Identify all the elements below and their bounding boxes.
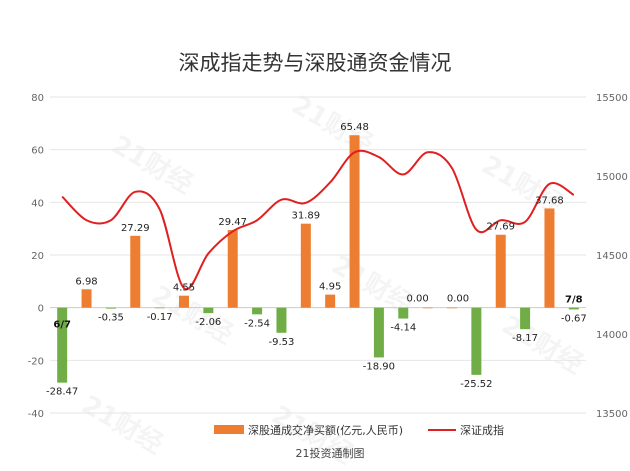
index-line-series bbox=[61, 149, 575, 291]
right-tick-label: 14000 bbox=[596, 330, 628, 341]
bar-value-label: -9.53 bbox=[269, 337, 295, 348]
bar bbox=[81, 289, 92, 308]
bar bbox=[520, 307, 531, 330]
bar-value-label: 65.48 bbox=[340, 122, 369, 133]
bar-value-label: 27.69 bbox=[486, 222, 515, 233]
bar bbox=[471, 307, 482, 375]
bar-value-label: -0.35 bbox=[98, 313, 124, 324]
left-tick-label: 80 bbox=[31, 93, 44, 104]
bar-value-label: -2.06 bbox=[195, 317, 221, 328]
bar-value-label: 4.55 bbox=[173, 283, 195, 294]
bar bbox=[373, 307, 384, 358]
bar-value-label: 37.68 bbox=[535, 195, 564, 206]
bar bbox=[568, 307, 579, 310]
bar bbox=[300, 223, 311, 308]
watermark-text: 21财经 bbox=[107, 129, 199, 200]
bar bbox=[105, 307, 116, 309]
bar bbox=[227, 230, 238, 308]
right-tick-label: 15500 bbox=[596, 93, 628, 104]
bar-value-label: -0.67 bbox=[561, 313, 587, 324]
bar bbox=[447, 307, 457, 309]
bar bbox=[154, 307, 165, 309]
bar-value-label: -2.54 bbox=[244, 318, 270, 329]
bar bbox=[325, 294, 336, 308]
left-tick-label: 0 bbox=[38, 304, 44, 315]
bar bbox=[179, 295, 189, 308]
bar-value-label: -28.47 bbox=[46, 387, 78, 398]
bar-value-label: -25.52 bbox=[460, 379, 492, 390]
bar-value-label: -18.90 bbox=[363, 361, 395, 372]
bar bbox=[544, 208, 555, 308]
bar-value-label: 27.29 bbox=[121, 223, 150, 234]
bar bbox=[276, 307, 287, 333]
bar bbox=[203, 307, 214, 314]
left-axis-ticks: -40 -20 0 20 40 60 80 bbox=[28, 93, 44, 420]
left-tick-label: -40 bbox=[28, 409, 44, 420]
left-tick-label: 40 bbox=[31, 198, 44, 209]
bar-value-label: 29.47 bbox=[218, 217, 247, 228]
chart-caption: 21投资通制图 bbox=[296, 446, 365, 460]
bar-value-label: 31.89 bbox=[291, 211, 320, 222]
legend-bar-label: 深股通成交净买额(亿元,人民币) bbox=[248, 423, 403, 437]
bar bbox=[422, 307, 433, 309]
bar-series bbox=[57, 135, 579, 383]
category-label: 6/7 bbox=[53, 320, 71, 331]
watermark-text: 21财经 bbox=[477, 149, 569, 220]
bar-value-label: -8.17 bbox=[512, 333, 538, 344]
bar bbox=[130, 235, 141, 308]
bar-value-label: -4.14 bbox=[390, 323, 416, 334]
bar-value-label: -0.17 bbox=[147, 312, 173, 323]
bar bbox=[252, 307, 263, 315]
bar bbox=[398, 307, 409, 319]
legend: 深股通成交净买额(亿元,人民币) 深证成指 bbox=[214, 423, 504, 437]
bar-value-label: 0.00 bbox=[447, 294, 469, 305]
right-tick-label: 14500 bbox=[596, 251, 628, 262]
legend-line-label: 深证成指 bbox=[460, 423, 504, 437]
chart-title: 深成指走势与深股通资金情况 bbox=[179, 51, 452, 75]
data-labels: -28.47 6.98 -0.35 27.29 -0.17 4.55 -2.06 29.47 -… bbox=[46, 122, 587, 397]
bar-value-label: 0.00 bbox=[407, 294, 429, 305]
bar bbox=[495, 234, 506, 308]
right-axis-ticks: 13500 14000 14500 15000 15500 bbox=[596, 93, 628, 420]
category-labels: 6/7 7/8 bbox=[53, 295, 582, 331]
bar bbox=[57, 307, 68, 383]
watermark-text: 21财经 bbox=[77, 389, 169, 460]
category-label: 7/8 bbox=[565, 295, 583, 306]
legend-bar-swatch bbox=[214, 425, 244, 434]
left-tick-label: -20 bbox=[28, 356, 44, 367]
bar-value-label: 6.98 bbox=[75, 276, 97, 287]
right-tick-label: 13500 bbox=[596, 409, 628, 420]
right-tick-label: 15000 bbox=[596, 172, 628, 183]
left-tick-label: 20 bbox=[31, 251, 44, 262]
left-tick-label: 60 bbox=[31, 146, 44, 157]
bar-value-label: 4.95 bbox=[319, 282, 341, 293]
bar bbox=[349, 135, 360, 308]
